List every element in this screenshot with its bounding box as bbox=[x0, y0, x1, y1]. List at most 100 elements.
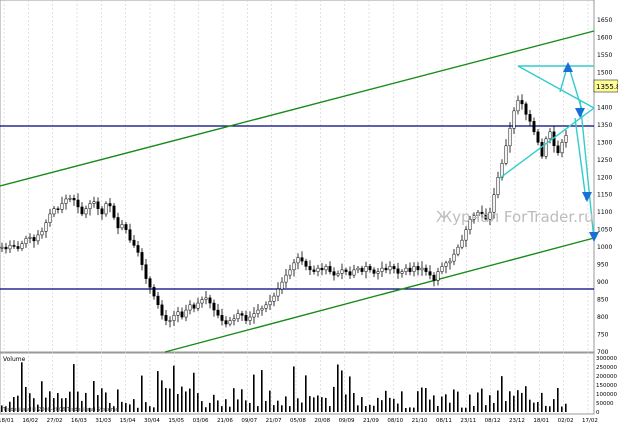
volume-bar bbox=[353, 393, 355, 412]
volume-bar bbox=[197, 393, 199, 412]
candle-body bbox=[404, 267, 408, 272]
candle-body bbox=[164, 315, 168, 321]
candle-body bbox=[536, 131, 540, 143]
channel-lower-line bbox=[164, 237, 595, 353]
volume-bar bbox=[81, 400, 83, 412]
candle-body bbox=[232, 318, 236, 321]
candle-body bbox=[252, 313, 256, 318]
candle-body bbox=[352, 269, 356, 276]
volume-tick-label: 150000 bbox=[596, 383, 617, 389]
candle-body bbox=[36, 234, 40, 242]
volume-bar bbox=[557, 387, 559, 412]
date-tick-label: 09/09 bbox=[339, 418, 355, 424]
candle-body bbox=[280, 281, 284, 290]
date-tick-label: 20/08 bbox=[314, 418, 330, 424]
volume-bar bbox=[249, 402, 251, 412]
date-tick-label: 21/07 bbox=[266, 418, 282, 424]
candle-body bbox=[12, 245, 16, 247]
price-tick-label: 1100 bbox=[597, 209, 612, 216]
volume-bar bbox=[133, 399, 135, 412]
arrow-up-icon bbox=[563, 62, 573, 72]
volume-bar bbox=[165, 388, 167, 412]
volume-bar bbox=[129, 404, 131, 412]
candle-body bbox=[160, 304, 164, 316]
candle-body bbox=[348, 271, 352, 276]
price-tick-label: 1150 bbox=[597, 192, 612, 199]
candle-body bbox=[444, 262, 448, 267]
volume-bar bbox=[317, 395, 319, 412]
volume-bar bbox=[297, 398, 299, 412]
candle-body bbox=[516, 100, 520, 112]
candle-body bbox=[420, 267, 424, 271]
volume-bar bbox=[365, 406, 367, 412]
volume-bar bbox=[513, 395, 515, 412]
volume-bars bbox=[1, 362, 567, 412]
volume-bar bbox=[373, 405, 375, 412]
volume-bar bbox=[69, 391, 71, 412]
candle-body bbox=[192, 304, 196, 309]
price-tick-label: 1650 bbox=[597, 17, 612, 24]
volume-bar bbox=[209, 402, 211, 412]
candle-body bbox=[180, 311, 184, 318]
volume-bar bbox=[397, 403, 399, 412]
volume-bar bbox=[461, 407, 463, 412]
volume-bar bbox=[541, 392, 543, 412]
volume-bar bbox=[213, 394, 215, 412]
volume-bar bbox=[173, 365, 175, 412]
candle-body bbox=[92, 201, 96, 204]
candle-body bbox=[100, 208, 104, 215]
date-tick-label: 05/08 bbox=[290, 418, 306, 424]
volume-bar bbox=[521, 392, 523, 412]
price-tag-box bbox=[593, 79, 618, 93]
volume-bar bbox=[89, 407, 91, 412]
volume-bar bbox=[5, 406, 7, 412]
volume-bar bbox=[193, 372, 195, 412]
price-tick-label: 850 bbox=[597, 297, 609, 304]
volume-bar bbox=[65, 398, 67, 412]
projection-line-4 bbox=[579, 99, 595, 241]
candle-body bbox=[32, 237, 36, 242]
volume-bar bbox=[565, 403, 567, 412]
candle-body bbox=[148, 278, 152, 288]
volume-bar bbox=[145, 402, 147, 412]
price-tick-label: 1500 bbox=[597, 69, 612, 76]
volume-bar bbox=[61, 398, 63, 412]
date-tick-label: 16/03 bbox=[71, 418, 87, 424]
price-tick-label: 1300 bbox=[597, 139, 612, 146]
volume-bar bbox=[73, 364, 75, 412]
candle-body bbox=[140, 252, 144, 265]
volume-bar bbox=[205, 407, 207, 412]
volume-bar bbox=[465, 407, 467, 412]
candle-body bbox=[152, 287, 156, 297]
candle-body bbox=[52, 208, 56, 215]
volume-bar bbox=[405, 407, 407, 412]
volume-bar bbox=[121, 401, 123, 412]
volume-bar bbox=[269, 390, 271, 412]
candle-body bbox=[124, 224, 128, 230]
date-tick-label: 08/12 bbox=[485, 418, 501, 424]
volume-bar bbox=[553, 399, 555, 412]
volume-bar bbox=[485, 405, 487, 412]
price-tick-label: 1050 bbox=[597, 227, 612, 234]
triangle-upper-side bbox=[517, 65, 595, 109]
candle-body bbox=[112, 205, 116, 218]
volume-bar bbox=[169, 388, 171, 412]
candle-body bbox=[188, 304, 192, 311]
volume-bar bbox=[37, 404, 39, 412]
candle-body bbox=[508, 128, 512, 147]
volume-bar bbox=[1, 405, 3, 412]
candle-body bbox=[184, 309, 188, 318]
candle-body bbox=[452, 253, 456, 262]
volume-bar bbox=[125, 402, 127, 412]
candle-body bbox=[296, 257, 300, 264]
vertical-grid-lines bbox=[3, 0, 589, 414]
candle-body bbox=[556, 145, 560, 154]
volume-bar bbox=[101, 388, 103, 412]
volume-bar bbox=[49, 391, 51, 412]
candle-body bbox=[436, 271, 440, 281]
volume-bar bbox=[9, 401, 11, 412]
volume-bar bbox=[237, 399, 239, 412]
candle-body bbox=[284, 274, 288, 283]
candle-body bbox=[128, 229, 132, 241]
